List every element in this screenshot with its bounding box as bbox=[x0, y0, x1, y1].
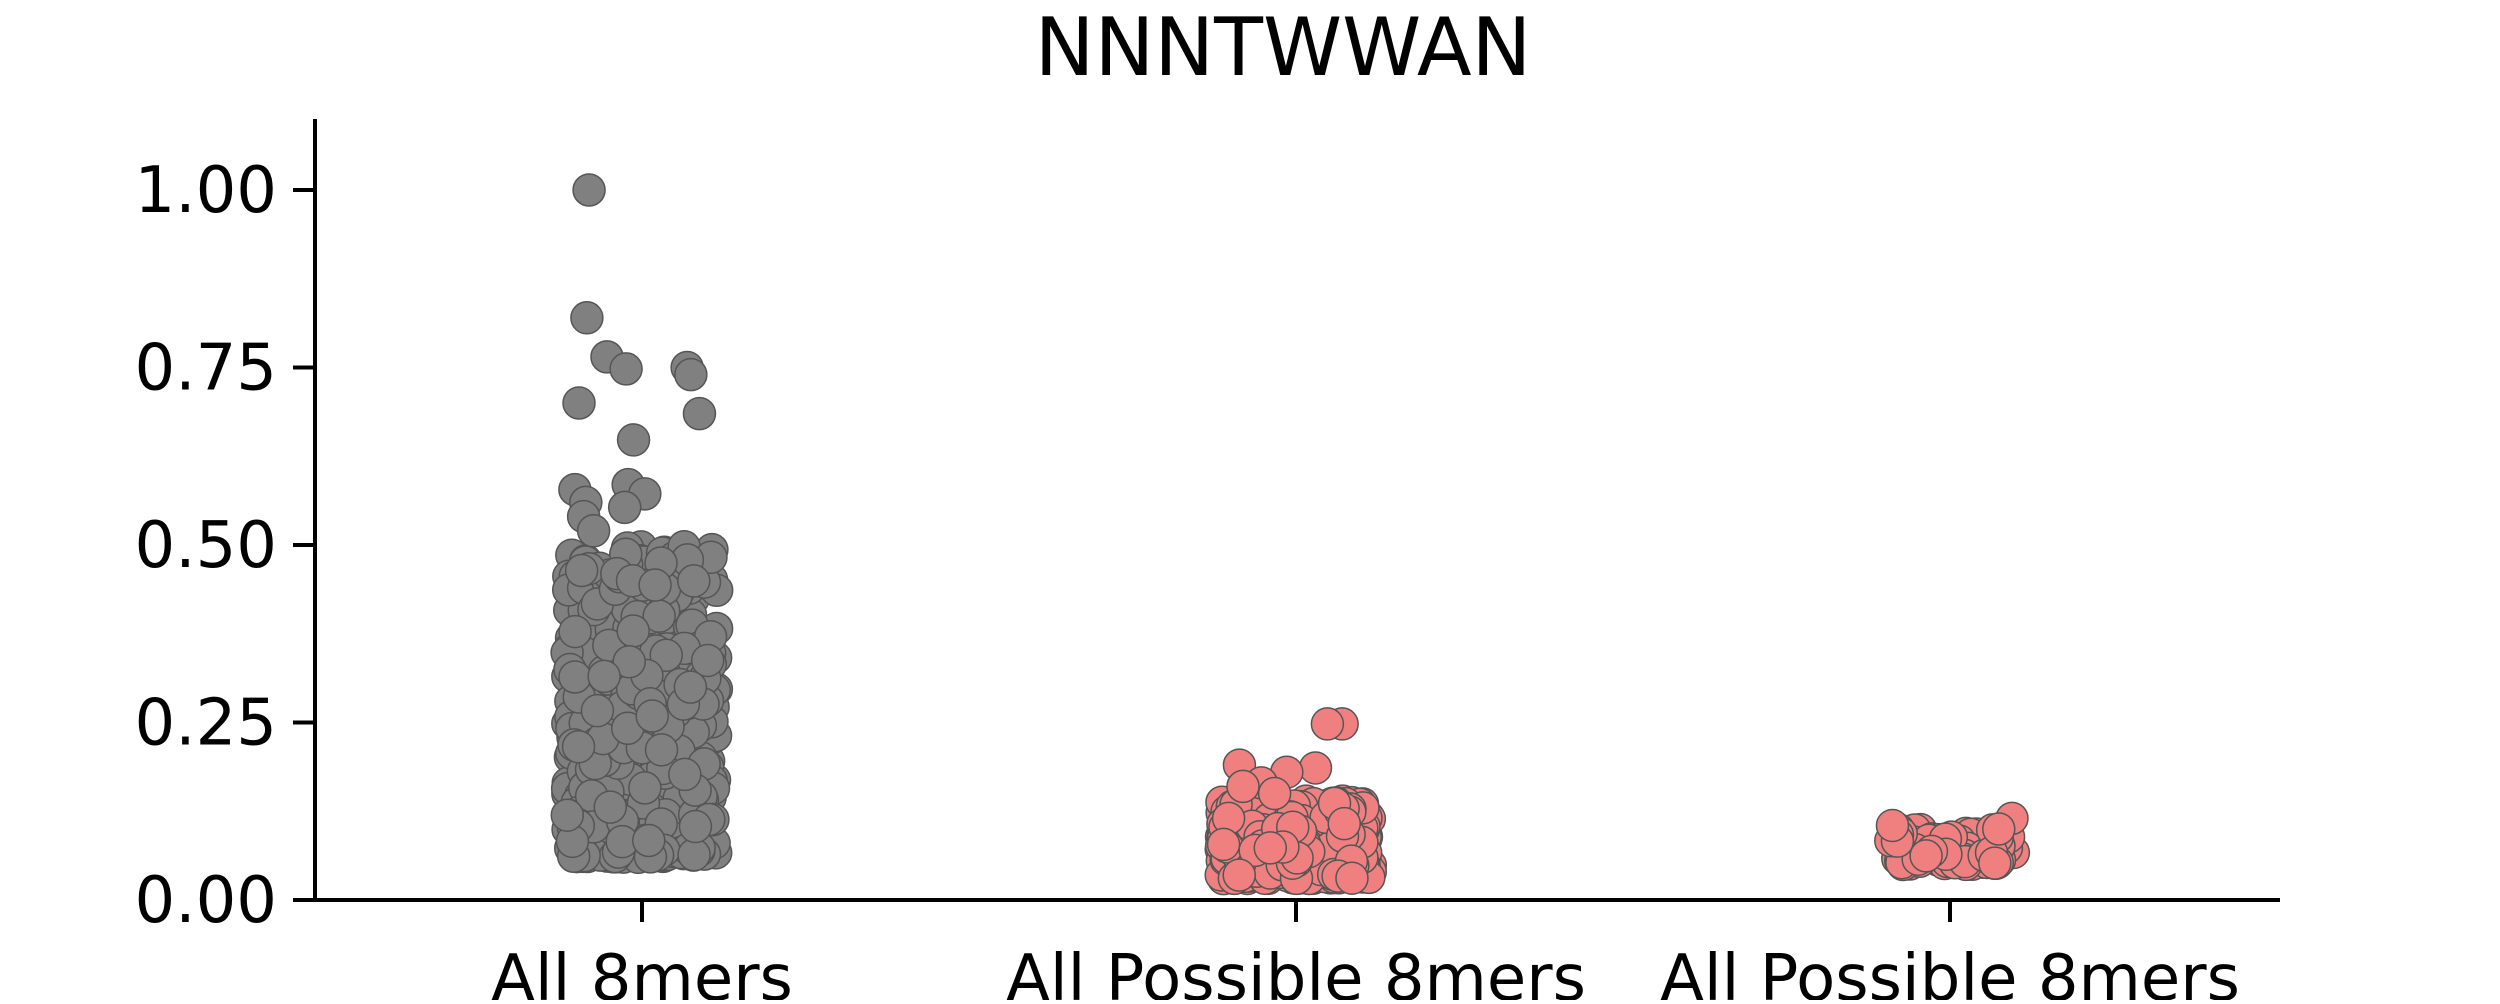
data-point bbox=[1978, 846, 2012, 880]
data-point bbox=[644, 733, 679, 767]
data-point bbox=[616, 423, 651, 457]
data-point bbox=[628, 771, 662, 805]
data-point bbox=[1335, 861, 1369, 895]
data-point bbox=[550, 798, 585, 832]
data-point bbox=[609, 352, 643, 386]
data-point bbox=[558, 660, 592, 694]
data-point bbox=[638, 568, 672, 602]
data-point bbox=[616, 614, 650, 648]
y-tick-label: 0.00 bbox=[135, 864, 278, 938]
data-point bbox=[668, 757, 702, 792]
y-tick-label: 0.75 bbox=[135, 332, 278, 406]
data-point bbox=[677, 837, 711, 872]
y-tick-label: 1.00 bbox=[135, 154, 278, 228]
data-point bbox=[564, 553, 599, 588]
data-point bbox=[1298, 751, 1333, 785]
data-point bbox=[677, 564, 711, 598]
data-point bbox=[558, 614, 592, 649]
data-point bbox=[593, 790, 628, 824]
data-point bbox=[572, 173, 606, 207]
points-layer bbox=[550, 173, 2031, 896]
data-point bbox=[682, 396, 717, 431]
x-tick-label: All Possible 8mers bbox=[1006, 942, 1586, 1000]
data-point bbox=[1875, 808, 1910, 843]
chart-title: NNNTWWAN bbox=[1035, 1, 1532, 94]
data-point bbox=[1226, 769, 1260, 804]
x-tick-label: All Possible 8mers bbox=[1660, 942, 2240, 1000]
axes-layer: 0.00 0.25 0.50 0.75 1.00 All 8mers All Possibl… bbox=[135, 119, 2280, 1004]
x-tick-label: All 8mers bbox=[491, 942, 793, 1000]
data-point bbox=[1909, 839, 1943, 873]
data-point bbox=[1222, 858, 1256, 892]
data-point bbox=[1982, 812, 2016, 846]
data-point bbox=[561, 729, 596, 764]
data-point bbox=[674, 357, 708, 392]
y-tick-label: 0.50 bbox=[135, 509, 278, 583]
data-point bbox=[587, 659, 621, 694]
data-point bbox=[690, 643, 725, 678]
data-point bbox=[673, 670, 708, 704]
data-point bbox=[1327, 806, 1362, 841]
data-point bbox=[612, 645, 646, 679]
data-point bbox=[1206, 827, 1241, 862]
y-tick-label: 0.25 bbox=[135, 687, 278, 761]
data-point bbox=[635, 699, 669, 733]
data-point bbox=[631, 823, 666, 858]
data-point bbox=[1257, 776, 1292, 811]
data-point bbox=[580, 693, 615, 728]
data-point bbox=[576, 514, 611, 548]
data-point bbox=[678, 809, 713, 844]
data-point bbox=[607, 490, 642, 525]
data-point bbox=[1253, 831, 1288, 865]
data-point bbox=[1310, 707, 1345, 741]
data-point bbox=[570, 301, 604, 335]
data-point bbox=[562, 386, 596, 420]
